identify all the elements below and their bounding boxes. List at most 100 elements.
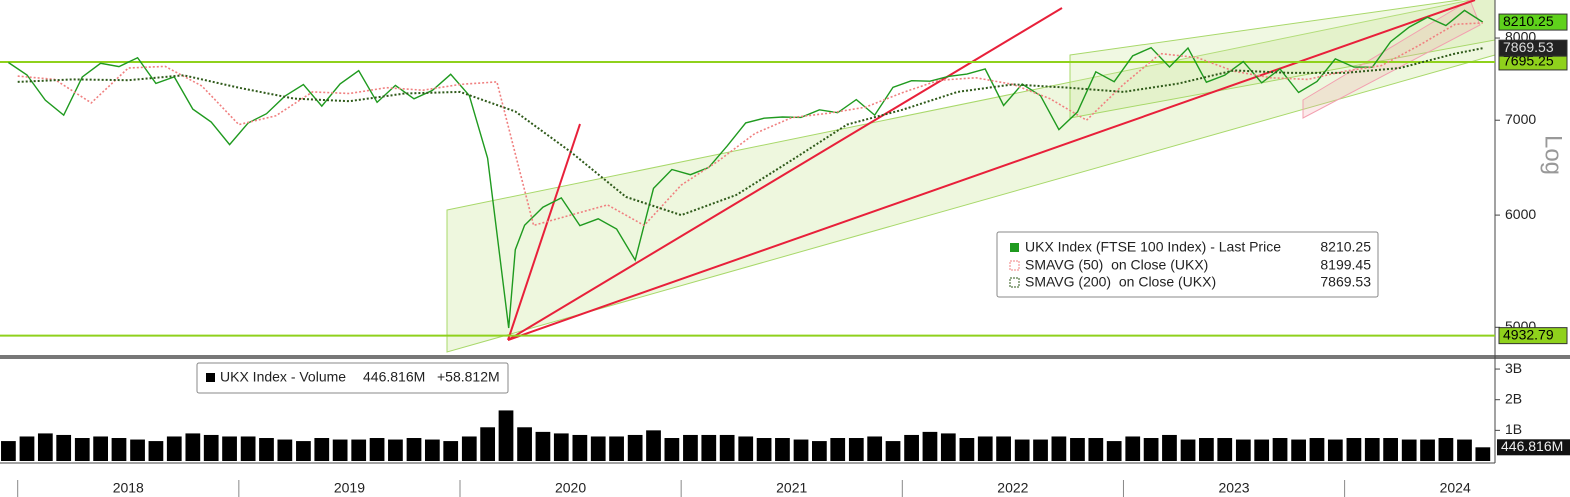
volume-bar [277, 439, 293, 461]
volume-bar [775, 438, 790, 461]
volume-bar [1235, 439, 1251, 461]
volume-bar [1364, 438, 1380, 461]
legend-swatch [1009, 277, 1020, 288]
x-tick-label: 2021 [776, 480, 807, 496]
x-tick-label: 2024 [1440, 480, 1471, 496]
last-value-box [1498, 39, 1568, 57]
volume-bar [148, 441, 164, 461]
scale-label: Log [1540, 135, 1567, 175]
volume-bar [1420, 439, 1435, 461]
y-tick-label: 6000 [1505, 206, 1536, 222]
last-value-box [1498, 13, 1568, 31]
volume-bar [812, 441, 827, 461]
volume-bar [996, 436, 1011, 461]
volume-bar [332, 439, 348, 461]
volume-bar [922, 431, 938, 461]
volume-bar [535, 431, 551, 461]
volume-bar [351, 439, 367, 461]
x-tick-label: 2023 [1218, 480, 1249, 496]
volume-bar [553, 433, 569, 461]
volume-bar [719, 434, 735, 461]
level-box [1498, 327, 1568, 345]
legend-swatch [1009, 260, 1020, 271]
volume-bar [314, 438, 330, 461]
volume-bar [701, 434, 717, 461]
volume-bar [609, 436, 624, 461]
volume-bar [1143, 438, 1159, 461]
legend-value: 446.816M [363, 369, 425, 385]
volume-bar [1346, 438, 1362, 461]
legend-value: 8210.25 [1320, 239, 1371, 255]
last-value-label: 7869.53 [1503, 39, 1554, 55]
volume-bar [222, 436, 237, 461]
volume-bar [885, 441, 901, 461]
panel-divider [0, 355, 1570, 359]
y-tick-label: 7000 [1505, 111, 1536, 127]
volume-bar [940, 433, 956, 461]
last-value-label: 8210.25 [1503, 13, 1554, 29]
trend-line [507, 7, 1063, 341]
volume-bar [480, 427, 496, 461]
y-tick-label: 3B [1505, 360, 1522, 376]
volume-bar [240, 436, 256, 461]
volume-bar [19, 436, 35, 461]
volume-bar [793, 439, 809, 461]
legend [996, 231, 1379, 298]
volume-bar [959, 438, 975, 461]
volume-bar [830, 438, 846, 461]
volume-bar [203, 434, 219, 461]
series-line [17, 47, 1483, 217]
volume-bar [1033, 439, 1048, 461]
volume-bar [37, 433, 53, 461]
legend-swatch [1010, 243, 1019, 252]
last-value-label: 446.816M [1501, 438, 1563, 454]
volume-bar [1457, 439, 1472, 461]
volume-bar [461, 436, 477, 461]
volume-bar [1383, 438, 1398, 461]
volume-bar [56, 434, 72, 461]
volume-bar [572, 434, 588, 461]
legend-label: SMAVG (50) on Close (UKX) [1025, 257, 1208, 273]
volume-bar [1254, 439, 1270, 461]
series-line [17, 22, 1483, 227]
volume-bar [1327, 439, 1343, 461]
volume-bar [1291, 439, 1306, 461]
volume-bar [1272, 438, 1288, 461]
volume-bar [646, 430, 661, 461]
volume-bar [1401, 439, 1417, 461]
marks: 50006000700080007695.254932.798210.25786… [0, 9, 1570, 497]
volume-bar [904, 434, 919, 461]
trend-channel [1302, 0, 1481, 119]
volume-bar [1125, 436, 1141, 461]
last-value-box [1497, 439, 1570, 456]
legend-change: +58.812M [437, 369, 500, 385]
volume-bar [1475, 447, 1491, 461]
volume-bar [627, 434, 643, 461]
trend-line [507, 123, 581, 341]
volume-bar [424, 439, 440, 461]
volume-bar [185, 433, 201, 461]
volume-bar [848, 438, 864, 461]
x-tick-label: 2019 [334, 480, 365, 496]
volume-bar [977, 436, 993, 461]
legend-label: UKX Index (FTSE 100 Index) - Last Price [1025, 239, 1281, 255]
volume-bar [259, 438, 274, 461]
volume-bar [1070, 438, 1085, 461]
volume-bar [1217, 438, 1233, 461]
level-label: 4932.79 [1503, 326, 1554, 342]
volume-bar [756, 438, 772, 461]
volume-bar [1162, 434, 1177, 461]
x-tick-label: 2020 [555, 480, 586, 496]
volume-bar [388, 439, 403, 461]
volume-bar [590, 436, 606, 461]
legend-label: UKX Index - Volume [220, 369, 346, 385]
y-tick-label: 2B [1505, 390, 1522, 406]
volume-legend [196, 362, 509, 394]
volume-bar [369, 438, 385, 461]
series-line [8, 9, 1484, 329]
volume-bar [498, 410, 514, 461]
volume-bar [74, 438, 90, 461]
volume-bar [93, 436, 108, 461]
